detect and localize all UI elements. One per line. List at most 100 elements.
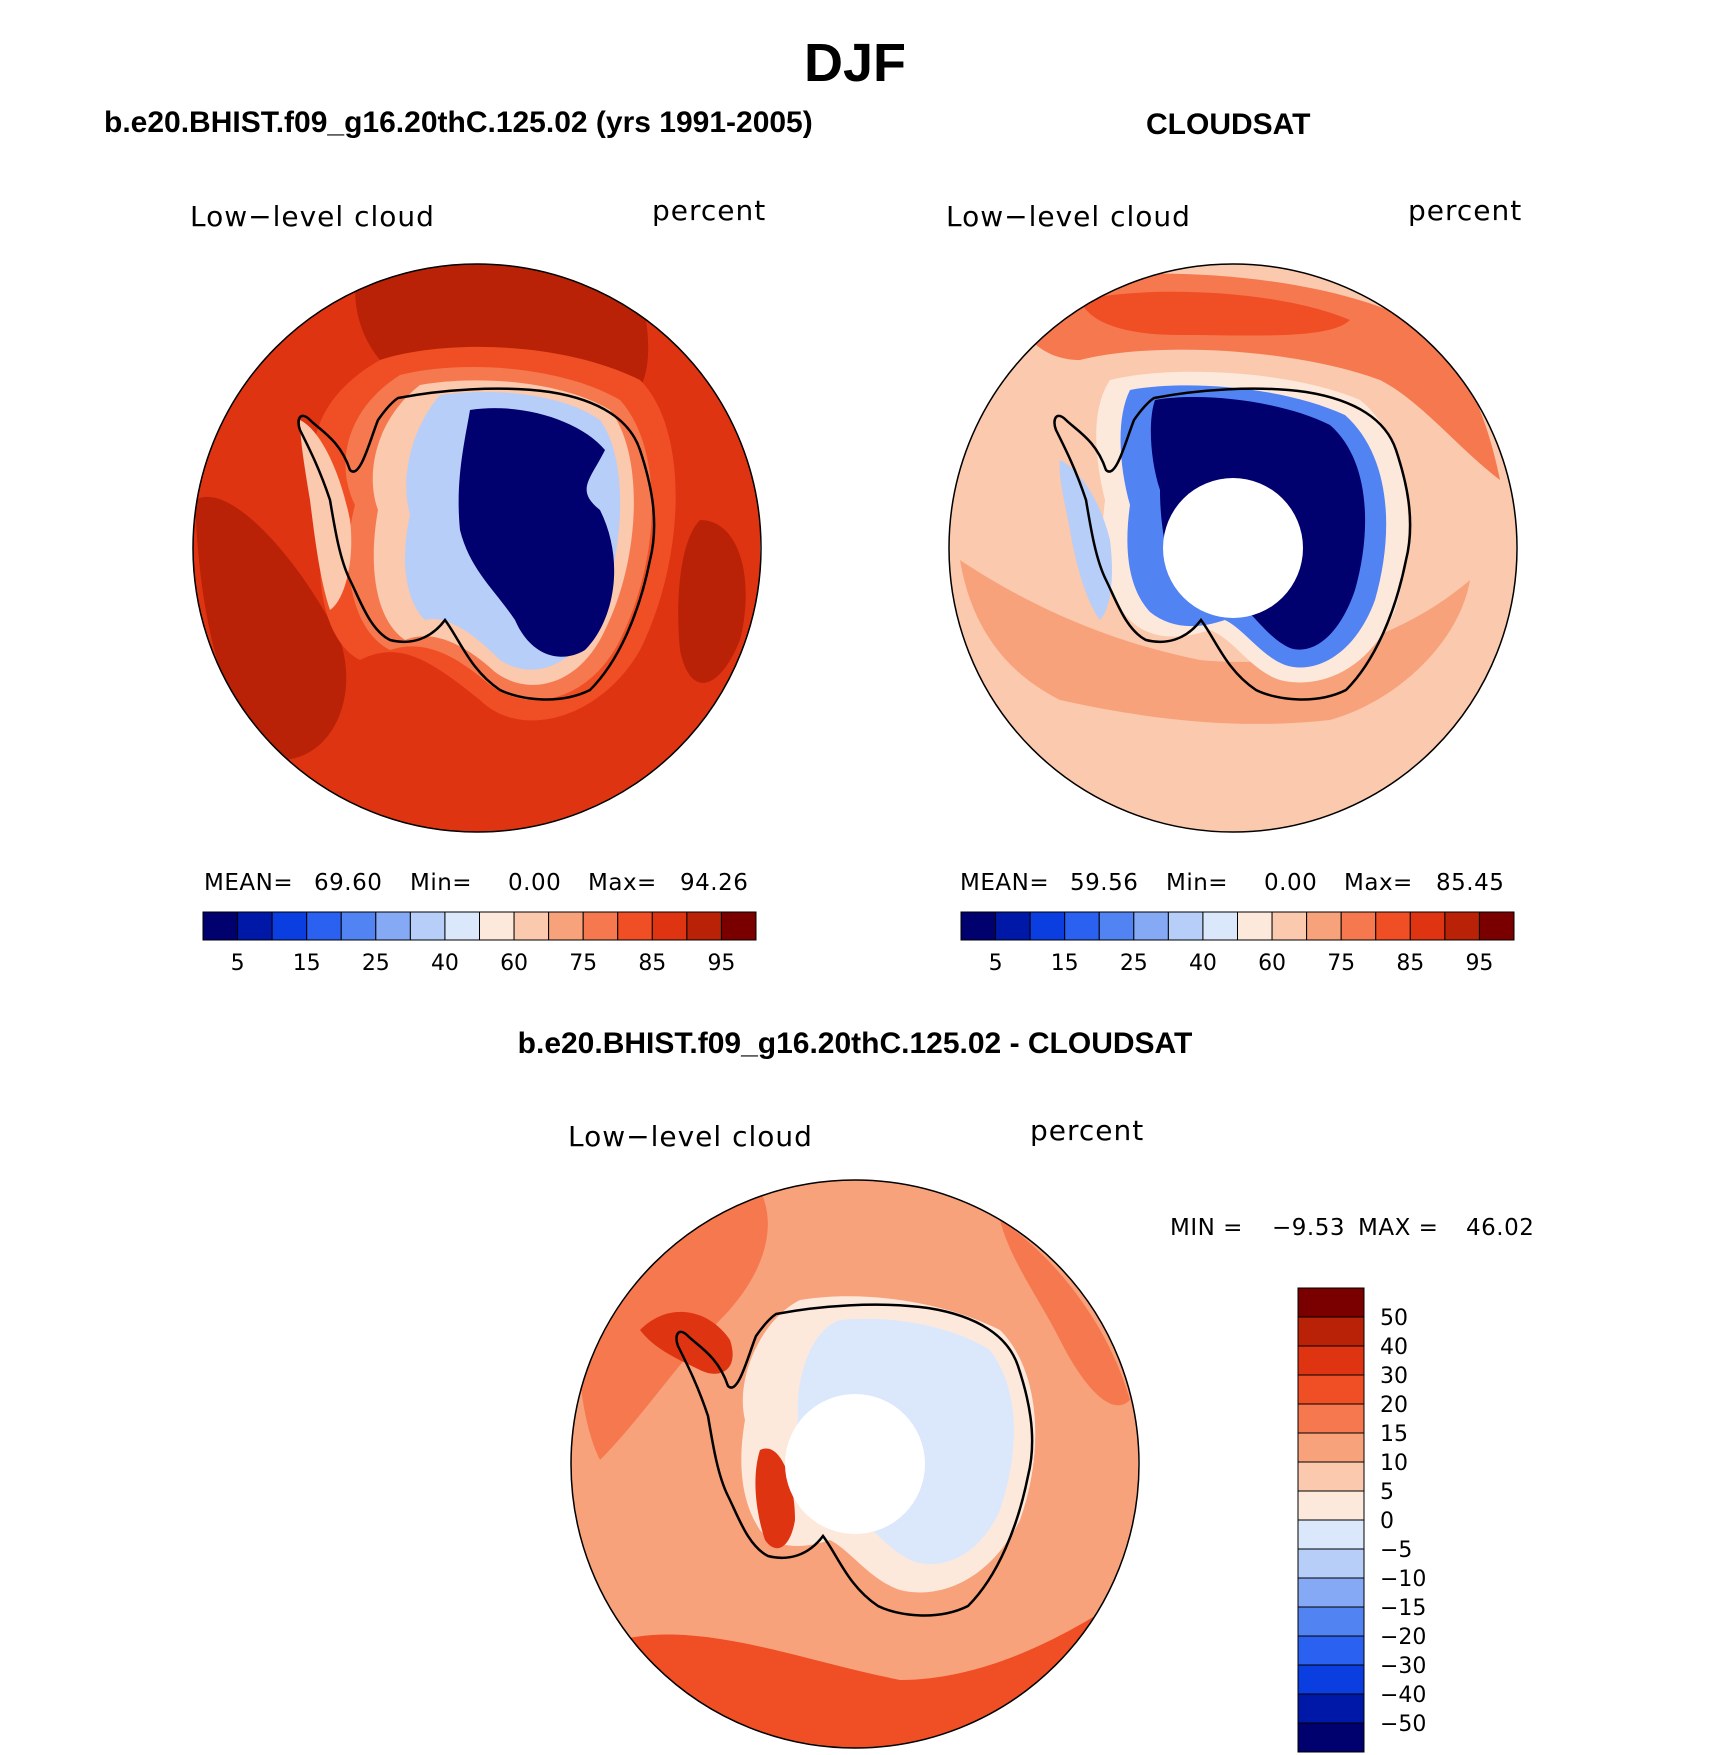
panel-title-obs: CLOUDSAT: [1146, 108, 1311, 141]
colorbar-swatch: [1297, 1374, 1365, 1405]
colorbar-obs: 5 15 25 40 60 75 85 95: [960, 911, 1515, 976]
colorbar-swatch: [1064, 911, 1100, 941]
stat-min-label-obs: Min=: [1166, 870, 1229, 896]
variable-label-diff: Low−level cloud: [568, 1120, 813, 1153]
map-model-ocean-high-east: [678, 520, 746, 683]
colorbar-swatch: [1297, 1403, 1365, 1434]
variable-label-obs: Low−level cloud: [946, 200, 1191, 233]
units-label-model: percent: [652, 194, 767, 227]
units-label-diff: percent: [1030, 1114, 1145, 1147]
map-obs-coastline: [1053, 387, 1412, 701]
colorbar-swatch: [409, 911, 446, 941]
colorbar-swatch: [1297, 1432, 1365, 1463]
colorbar-tick-label: −30: [1380, 1654, 1426, 1679]
map-model: [192, 263, 762, 833]
map-obs-peninsula: [1059, 460, 1112, 620]
colorbar-tick-label: 15: [1380, 1422, 1408, 1447]
colorbar-tick-label: 95: [707, 951, 735, 976]
map-obs-ocean-high-north: [1080, 291, 1350, 336]
stat-mean-obs: 59.56: [1070, 870, 1139, 896]
stat-max-diff: 46.02: [1466, 1215, 1535, 1241]
colorbar-swatch: [1297, 1606, 1365, 1637]
stat-mean-label-obs: MEAN=: [960, 870, 1050, 896]
variable-label-model: Low−level cloud: [190, 200, 435, 233]
colorbar-swatch: [202, 911, 239, 941]
colorbar-swatch: [1340, 911, 1377, 941]
map-model-coastline: [297, 387, 656, 701]
stat-min-label-model: Min=: [410, 870, 473, 896]
colorbar-swatch: [237, 911, 273, 941]
colorbar-swatch: [1297, 1287, 1365, 1318]
colorbar-tick-label: 85: [638, 951, 666, 976]
colorbar-tick-label: 5: [231, 951, 245, 976]
panel-title-model: b.e20.BHIST.f09_g16.20thC.125.02 (yrs 19…: [104, 106, 813, 139]
colorbar-swatch: [340, 911, 377, 941]
map-diff-border: [570, 1179, 1140, 1749]
colorbar-swatch: [995, 911, 1031, 941]
colorbar-tick-label: 25: [362, 951, 390, 976]
map-diff-coastal-high: [755, 1448, 795, 1549]
colorbar-swatch: [720, 911, 757, 941]
colorbar-tick-label: 40: [1380, 1335, 1408, 1360]
map-obs-pole-hole: [1163, 478, 1303, 618]
stat-min-model: 0.00: [508, 870, 562, 896]
stat-mean-model: 69.60: [314, 870, 383, 896]
colorbar-swatch: [1297, 1316, 1365, 1347]
colorbar-swatch: [686, 911, 722, 941]
colorbar-swatch: [1297, 1635, 1365, 1666]
colorbar-swatch: [1297, 1722, 1365, 1753]
colorbar-tick-label: 40: [1189, 951, 1217, 976]
colorbar-tick-label: 95: [1465, 951, 1493, 976]
colorbar-swatch: [1297, 1461, 1365, 1492]
colorbar-tick-label: 10: [1380, 1451, 1408, 1476]
map-obs-border: [948, 263, 1518, 833]
colorbar-tick-label: 0: [1380, 1509, 1394, 1534]
colorbar-swatch: [306, 911, 342, 941]
colorbar-tick-label: 60: [1258, 951, 1286, 976]
colorbar-swatch: [1409, 911, 1446, 941]
figure-title: DJF: [803, 33, 906, 93]
colorbar-tick-label: −10: [1380, 1567, 1426, 1592]
panel-title-diff: b.e20.BHIST.f09_g16.20thC.125.02 - CLOUD…: [517, 1027, 1193, 1060]
colorbar-tick-label: −50: [1380, 1712, 1426, 1737]
colorbar-swatch: [1444, 911, 1480, 941]
colorbar-tick-label: 5: [1380, 1480, 1394, 1505]
colorbar-tick-label: −5: [1380, 1538, 1412, 1563]
colorbar-swatch: [1133, 911, 1169, 941]
colorbar-swatch: [1297, 1490, 1365, 1521]
colorbar-tick-label: 60: [500, 951, 528, 976]
stat-mean-label-model: MEAN=: [204, 870, 294, 896]
colorbar-swatch: [960, 911, 997, 941]
colorbar-swatch: [1098, 911, 1135, 941]
colorbar-tick-label: 25: [1120, 951, 1148, 976]
colorbar-tick-label: −40: [1380, 1683, 1426, 1708]
colorbar-swatch: [548, 911, 584, 941]
colorbar-swatch: [375, 911, 411, 941]
colorbar-swatch: [1297, 1519, 1365, 1550]
map-model-continent-interior: [458, 408, 615, 657]
colorbar-tick-label: 50: [1380, 1306, 1408, 1331]
colorbar-swatch: [1029, 911, 1066, 941]
stat-max-obs: 85.45: [1436, 870, 1505, 896]
colorbar-swatch: [271, 911, 308, 941]
map-obs: [948, 263, 1518, 833]
colorbar-tick-label: 30: [1380, 1364, 1408, 1389]
colorbar-swatch: [1297, 1548, 1365, 1579]
stat-max-label-model: Max=: [588, 870, 657, 896]
colorbar-tick-label: 5: [989, 951, 1003, 976]
colorbar-swatch: [479, 911, 515, 941]
units-label-obs: percent: [1408, 194, 1523, 227]
colorbar-tick-label: −20: [1380, 1625, 1426, 1650]
colorbar-swatch: [1167, 911, 1204, 941]
stat-max-label-diff: MAX =: [1358, 1215, 1439, 1241]
colorbar-tick-label: 75: [569, 951, 597, 976]
colorbar-swatch: [1297, 1693, 1365, 1724]
colorbar-model: 5 15 25 40 60 75 85 95: [202, 911, 757, 976]
colorbar-tick-label: 85: [1396, 951, 1424, 976]
colorbar-swatch: [444, 911, 480, 941]
map-diff-ocean-band-east: [1000, 1220, 1130, 1406]
colorbar-swatch: [1375, 911, 1411, 941]
map-diff-peninsula-high: [640, 1311, 733, 1374]
colorbar-tick-label: 20: [1380, 1393, 1408, 1418]
